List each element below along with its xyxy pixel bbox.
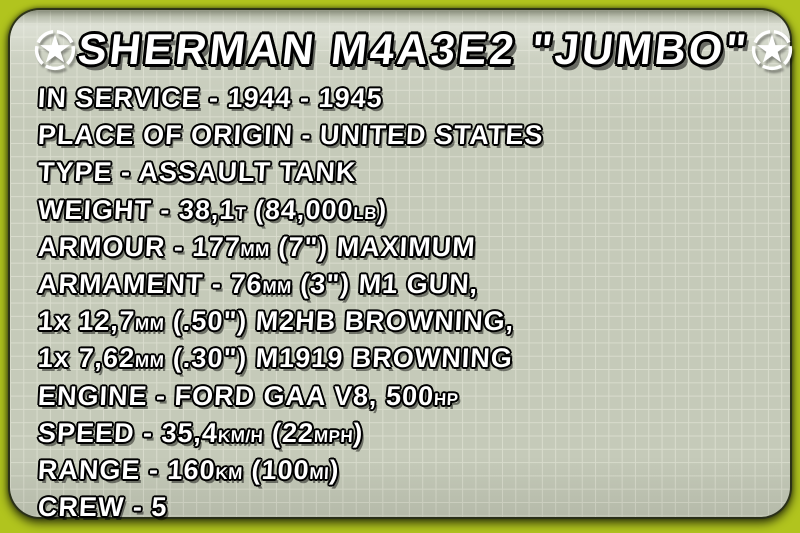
spec-list: IN SERVICE - 1944 - 1945 PLACE OF ORIGIN … xyxy=(37,80,775,526)
spec-row: IN SERVICE - 1944 - 1945 xyxy=(37,80,775,117)
spec-row: WEIGHT - 38,1t (84,000lb) xyxy=(37,192,775,229)
spec-text: TYPE - ASSAULT TANK xyxy=(37,157,358,188)
spec-unit-text: mm xyxy=(134,352,165,372)
spec-row: PLACE OF ORIGIN - UNITED STATES xyxy=(37,117,775,154)
spec-text: (.30") M1919 BROWNING xyxy=(163,343,514,374)
spec-text: (7") MAXIMUM xyxy=(269,231,477,262)
spec-row: ARMAMENT - 76mm (3") M1 GUN, xyxy=(37,266,775,303)
spec-unit-text: km/h xyxy=(217,426,264,446)
spec-text: WEIGHT - 38,1 xyxy=(37,194,237,225)
spec-unit-text: km xyxy=(214,463,244,483)
spec-row: 1x 12,7mm (.50") M2HB BROWNING, xyxy=(37,303,775,340)
spec-text: 1x 7,62 xyxy=(37,343,136,374)
spec-text: (.50") M2HB BROWNING, xyxy=(163,306,516,337)
title-bar: SHERMAN M4A3E2 "JUMBO" xyxy=(10,24,792,76)
spec-unit-text: mi xyxy=(308,463,330,483)
spec-text: IN SERVICE - 1944 - 1945 xyxy=(37,83,384,113)
spec-unit-text: mm xyxy=(261,277,293,297)
spec-text: ARMOUR - 177 xyxy=(37,231,242,262)
spec-text: ) xyxy=(352,417,365,448)
spec-text: ) xyxy=(376,194,388,225)
spec-text: (100 xyxy=(242,454,311,485)
page-title: SHERMAN M4A3E2 "JUMBO" xyxy=(75,25,752,74)
spec-unit-text: mm xyxy=(134,315,165,335)
us-army-star-in-circle-icon xyxy=(751,29,792,71)
spec-text: RANGE - 160 xyxy=(37,454,217,485)
spec-text: SPEED - 35,4 xyxy=(37,417,219,448)
spec-row: RANGE - 160km (100mi) xyxy=(37,452,775,489)
spec-row: SPEED - 35,4km/h (22mph) xyxy=(37,415,775,452)
spec-unit-text: hp xyxy=(433,389,460,409)
spec-text: CREW - 5 xyxy=(37,492,169,523)
spec-text: (3") M1 GUN, xyxy=(291,268,479,299)
spec-text: PLACE OF ORIGIN - UNITED STATES xyxy=(37,120,545,151)
spec-row: TYPE - ASSAULT TANK xyxy=(37,154,775,191)
spec-unit-text: mm xyxy=(239,240,271,260)
spec-row: CREW - 5 xyxy=(37,489,775,526)
us-army-star-in-circle-icon xyxy=(34,29,76,71)
spec-text: 1x 12,7 xyxy=(37,306,136,337)
spec-text: ENGINE - FORD GAA V8, 500 xyxy=(37,380,435,411)
spec-row: ENGINE - FORD GAA V8, 500hp xyxy=(37,378,775,415)
spec-text: (84,000 xyxy=(245,194,355,225)
spec-text: ) xyxy=(328,454,341,485)
spec-unit-text: lb xyxy=(352,203,378,223)
spec-row: ARMOUR - 177mm (7") MAXIMUM xyxy=(37,229,775,266)
spec-card: SHERMAN M4A3E2 "JUMBO" IN SERVICE - 1944… xyxy=(10,10,792,522)
spec-row: 1x 7,62mm (.30") M1919 BROWNING xyxy=(37,340,775,377)
spec-text: ARMAMENT - 76 xyxy=(37,268,264,299)
spec-unit-text: mph xyxy=(313,426,354,446)
spec-text: (22 xyxy=(262,417,315,448)
